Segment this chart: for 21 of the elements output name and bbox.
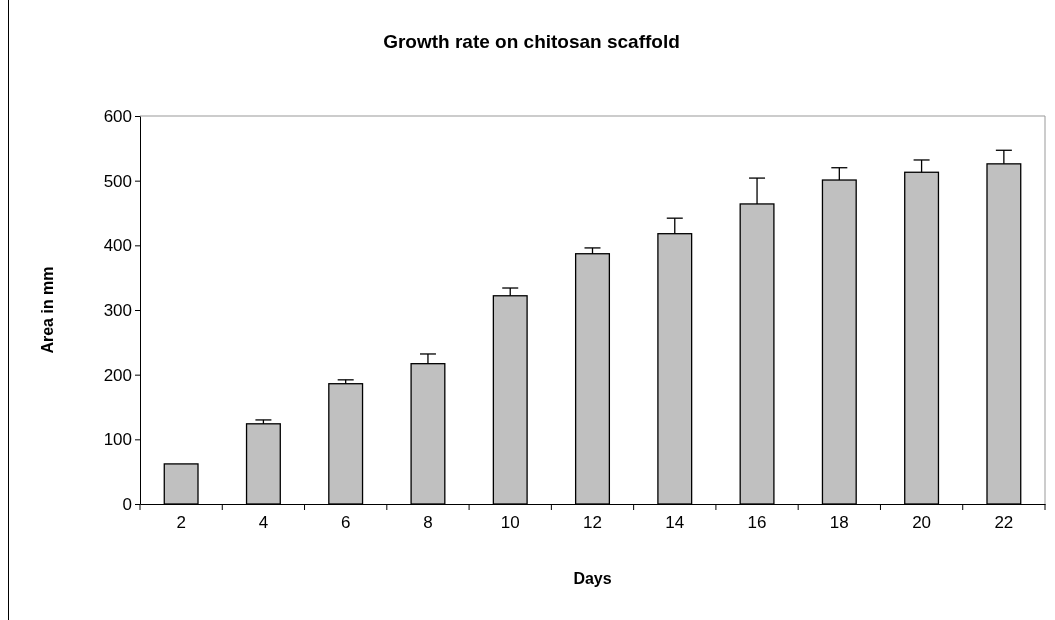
x-tick-label: 4 [258, 513, 269, 533]
chart-title: Growth rate on chitosan scaffold [383, 31, 680, 52]
x-tick-label: 6 [340, 513, 351, 533]
x-tick-label: 22 [994, 513, 1014, 533]
x-tick-label: 20 [912, 513, 932, 533]
y-tick-label: 0 [122, 494, 132, 514]
x-tick-label: 16 [747, 513, 767, 533]
y-tick-label: 200 [103, 365, 132, 385]
y-axis-title: Area in mm [39, 266, 56, 354]
x-tick-label: 14 [665, 513, 685, 533]
y-tick-label: 500 [103, 171, 132, 191]
x-tick-label: 2 [176, 513, 186, 533]
y-tick-label: 400 [103, 236, 132, 256]
x-tick-label: 12 [583, 513, 602, 533]
y-tick-label: 300 [103, 300, 132, 320]
y-tick-label: 600 [103, 106, 132, 126]
x-tick-label: 10 [500, 513, 520, 533]
x-tick-label: 8 [423, 513, 433, 533]
y-tick-label: 100 [103, 430, 132, 450]
x-axis-title: Days [573, 570, 612, 587]
x-tick-label: 18 [829, 513, 849, 533]
